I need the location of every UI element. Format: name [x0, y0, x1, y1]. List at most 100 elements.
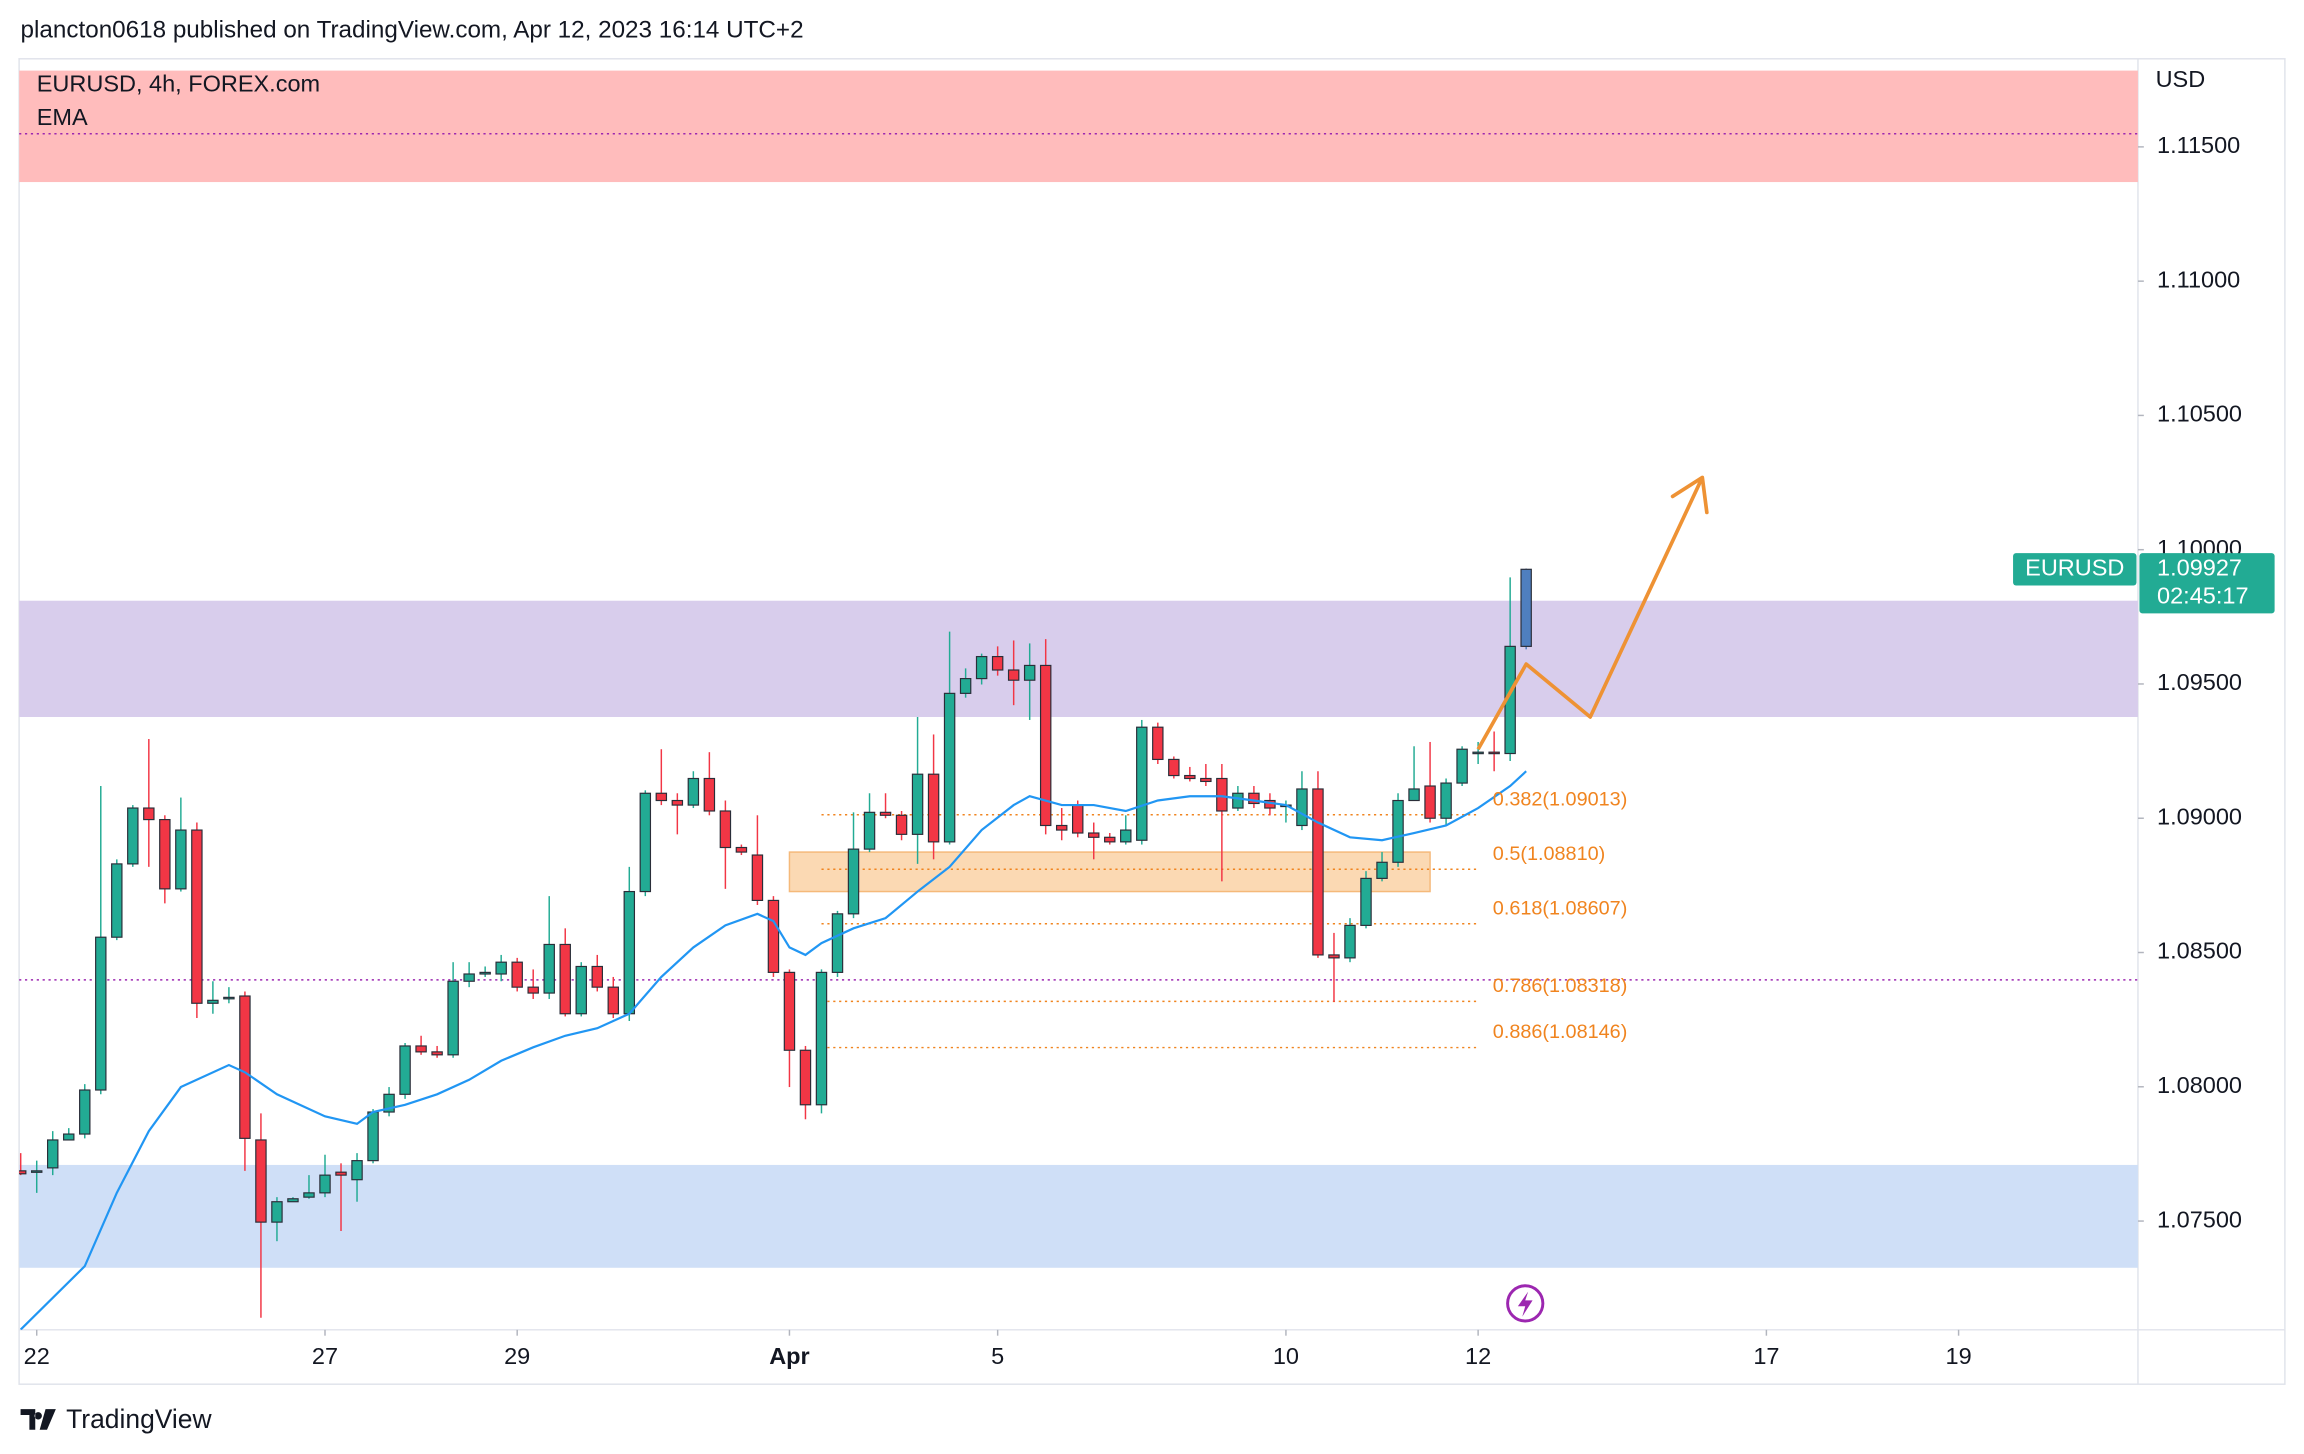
- candle-body: [287, 1198, 299, 1203]
- candle-body: [19, 1170, 27, 1175]
- candle-body: [575, 965, 587, 1015]
- y-tick-label: 1.10500: [2157, 401, 2242, 427]
- x-tick-label: 19: [1946, 1343, 1972, 1369]
- candle-body: [607, 986, 620, 1015]
- x-tick-label: 22: [24, 1343, 50, 1369]
- x-tick-label: Apr: [769, 1343, 809, 1369]
- zone: [788, 851, 1431, 893]
- candle-body: [527, 986, 539, 994]
- zone: [19, 1164, 2138, 1268]
- candle-body: [255, 1139, 267, 1223]
- candle-body: [927, 773, 940, 843]
- candle-body: [1456, 748, 1468, 784]
- candle-body: [335, 1171, 347, 1176]
- candle-body: [447, 980, 459, 1056]
- candle-body: [959, 678, 972, 694]
- frame: [18, 58, 2286, 1385]
- x-tick-label: 27: [312, 1343, 338, 1369]
- x-tick-label: 17: [1753, 1343, 1779, 1369]
- candle-body: [303, 1192, 315, 1198]
- candle-body: [1376, 861, 1388, 879]
- candle-body: [191, 829, 203, 1004]
- y-tick-label: 1.07500: [2157, 1206, 2242, 1232]
- candle-body: [63, 1133, 75, 1141]
- x-tick-label: 5: [991, 1343, 1004, 1369]
- candle-body: [1248, 792, 1260, 805]
- y-tick-label: 1.09500: [2157, 669, 2242, 695]
- candle-body: [1055, 824, 1068, 831]
- plot-area: [19, 70, 2138, 1330]
- candle-body: [383, 1093, 395, 1113]
- candle-body: [271, 1201, 283, 1223]
- zone: [19, 600, 2138, 717]
- candle-body: [367, 1111, 379, 1162]
- candle-body: [591, 965, 603, 988]
- candle-body: [671, 799, 684, 806]
- candle-body: [1136, 726, 1148, 841]
- candle-body: [687, 777, 700, 806]
- candle-body: [863, 811, 876, 850]
- candle-body: [351, 1160, 363, 1181]
- candle-body: [783, 971, 796, 1051]
- candle-body: [735, 846, 748, 853]
- y-tick-label: 1.08500: [2157, 938, 2242, 964]
- y-tick-label: 1.08000: [2157, 1072, 2242, 1098]
- header: plancton0618 published on TradingView.co…: [21, 16, 804, 43]
- candle-body: [207, 999, 219, 1004]
- candle-body: [431, 1051, 443, 1056]
- fib-label: 0.382(1.09013): [1493, 788, 1628, 810]
- candle-body: [1296, 788, 1308, 827]
- candle-body: [1168, 758, 1180, 777]
- candle-body: [1472, 751, 1484, 755]
- candle-body: [463, 973, 475, 982]
- indicator-name: EMA: [37, 104, 88, 130]
- candle-body: [479, 971, 491, 975]
- x-tick-label: 12: [1465, 1343, 1491, 1369]
- candle-body: [1344, 924, 1356, 959]
- price-tag: [2139, 553, 2275, 614]
- candle-body: [239, 995, 251, 1139]
- candle-body: [1328, 954, 1340, 959]
- ema-line: [19, 770, 1527, 1330]
- candle-body: [1104, 836, 1116, 843]
- candle-body: [127, 807, 139, 865]
- tradingview-logo: [20, 1409, 56, 1430]
- candle-body: [1152, 726, 1164, 761]
- alert-icon[interactable]: [1506, 1284, 1545, 1323]
- candle-body: [1200, 777, 1212, 783]
- candle-body: [1216, 777, 1228, 812]
- candle-body: [511, 961, 523, 988]
- candle-body: [719, 810, 732, 849]
- candle-body: [1039, 664, 1052, 827]
- candle-body: [655, 792, 668, 802]
- candle-body: [559, 943, 571, 1015]
- candle-body: [847, 848, 860, 915]
- candle-body: [1232, 792, 1244, 809]
- candle-body: [495, 961, 507, 975]
- candle-body: [623, 890, 636, 1015]
- candle-body: [175, 829, 187, 890]
- candle-body: [1071, 804, 1084, 834]
- candle-body: [1184, 774, 1196, 780]
- currency: USD: [2156, 66, 2206, 92]
- axes: 1.075001.080001.085001.090001.095001.100…: [24, 132, 2242, 1369]
- candle-body: [1408, 788, 1420, 802]
- symbol-title: EURUSD, 4h, FOREX.com: [37, 70, 320, 96]
- candle-body: [1392, 799, 1404, 863]
- candle-body: [639, 792, 652, 893]
- candle-body: [911, 773, 924, 835]
- candle-body: [79, 1089, 91, 1135]
- footer-brand: TradingView: [66, 1404, 212, 1434]
- candle-body: [319, 1174, 331, 1194]
- candle-body: [223, 996, 235, 1000]
- candle-body: [991, 655, 1004, 671]
- countdown: 02:45:17: [2157, 582, 2248, 608]
- candle-body: [799, 1049, 812, 1106]
- fib-label: 0.786(1.08318): [1493, 975, 1628, 997]
- candle-body: [143, 807, 155, 821]
- y-tick-label: 1.11500: [2157, 132, 2240, 158]
- candle-body: [767, 899, 780, 973]
- candle-body: [1023, 664, 1036, 681]
